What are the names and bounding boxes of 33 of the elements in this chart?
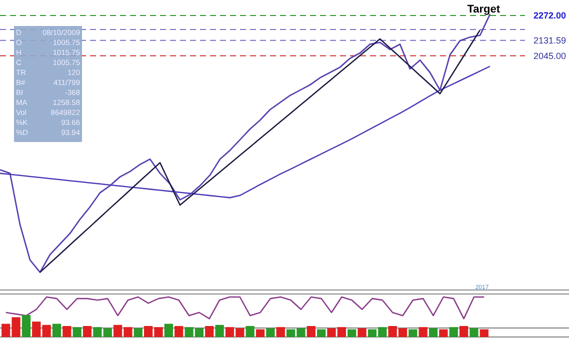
line-series	[39, 29, 481, 273]
bar	[22, 315, 31, 337]
y-tick-label: 2045.00	[533, 50, 566, 61]
bar	[62, 326, 72, 337]
bar	[215, 324, 224, 337]
bar	[459, 326, 468, 337]
bar	[348, 329, 356, 337]
bar	[256, 329, 265, 337]
bar	[470, 328, 478, 337]
bar	[205, 326, 214, 337]
y-tick-label: 2272.00	[533, 10, 566, 21]
bar	[72, 327, 82, 337]
bar	[246, 326, 254, 337]
bar	[276, 327, 285, 337]
bar	[266, 328, 275, 337]
bar	[480, 329, 488, 337]
bar	[358, 328, 366, 337]
bar	[418, 327, 428, 337]
bar	[408, 329, 418, 337]
line-series	[0, 66, 491, 198]
bar	[164, 324, 173, 337]
bar	[134, 328, 142, 337]
bar	[82, 326, 92, 337]
bar	[52, 324, 62, 337]
bar	[317, 329, 326, 337]
bar	[174, 326, 184, 337]
bar	[306, 326, 316, 337]
annotation: Target	[467, 4, 500, 16]
bar	[439, 329, 448, 337]
bar	[428, 328, 438, 337]
line-series	[0, 13, 491, 274]
y-tick-label: 2131.59	[533, 36, 566, 46]
bar	[449, 327, 458, 337]
